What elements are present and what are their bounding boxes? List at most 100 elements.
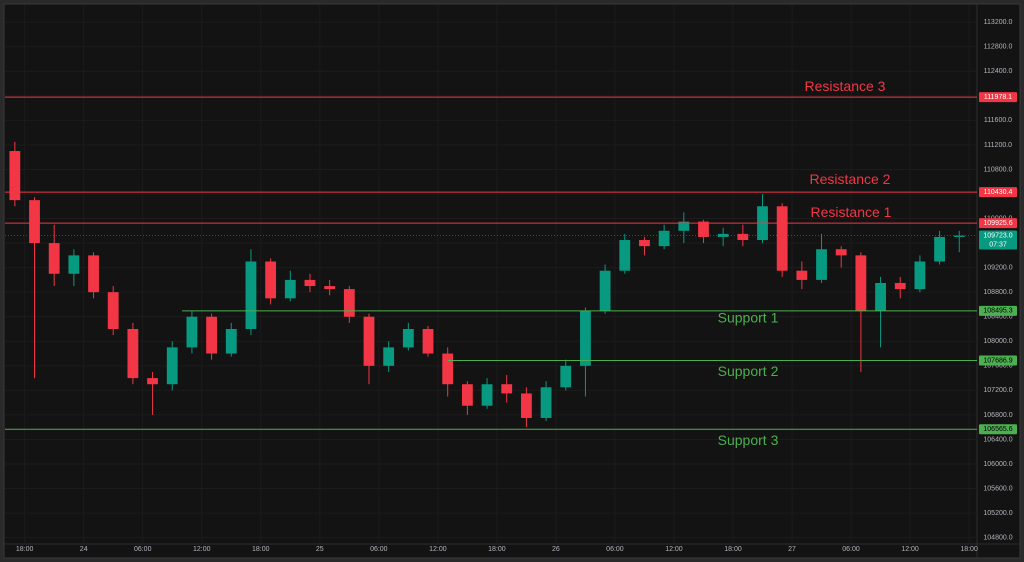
candle-body bbox=[953, 235, 965, 237]
candle-body bbox=[835, 249, 847, 256]
candle-body bbox=[894, 282, 906, 290]
candle-body bbox=[68, 255, 80, 274]
y-tick-label: 107600.0 bbox=[983, 363, 1012, 370]
candle-body bbox=[29, 200, 40, 244]
x-tick-label: 06:00 bbox=[842, 546, 860, 553]
x-tick-label: 12:00 bbox=[901, 546, 919, 553]
candle-body bbox=[383, 347, 395, 366]
last-price-tag bbox=[979, 230, 1017, 250]
x-tick-label: 18:00 bbox=[488, 546, 506, 553]
y-tick-label: 110800.0 bbox=[984, 166, 1013, 173]
candle-body bbox=[737, 233, 749, 241]
candle-body bbox=[166, 347, 178, 385]
candle-body bbox=[107, 292, 119, 329]
y-tick-label: 112400.0 bbox=[984, 68, 1013, 75]
candle-body bbox=[343, 289, 355, 317]
candle-body bbox=[678, 221, 690, 231]
level-price-tag bbox=[979, 305, 1017, 316]
x-tick-label: 12:00 bbox=[429, 546, 447, 553]
x-tick-label: 24 bbox=[80, 546, 88, 553]
y-tick-label: 111200.0 bbox=[984, 142, 1012, 149]
candle-body bbox=[9, 151, 21, 201]
candle-body bbox=[520, 393, 532, 418]
candle-body bbox=[619, 240, 631, 271]
y-tick-label: 107200.0 bbox=[983, 387, 1012, 394]
candle-body bbox=[304, 279, 316, 287]
candle-body bbox=[206, 316, 218, 354]
level-price-tag bbox=[979, 355, 1017, 366]
y-tick-label: 105600.0 bbox=[983, 485, 1012, 492]
candle-body bbox=[698, 221, 709, 237]
x-tick-label: 12:00 bbox=[193, 546, 211, 553]
candle-body bbox=[717, 233, 729, 237]
candle-body bbox=[481, 384, 493, 406]
candle-body bbox=[363, 316, 375, 366]
y-tick-label: 106400.0 bbox=[983, 436, 1012, 443]
y-tick-label: 104800.0 bbox=[983, 534, 1012, 541]
y-tick-label: 112800.0 bbox=[984, 44, 1013, 51]
candle-body bbox=[48, 243, 60, 274]
x-tick-label: 18:00 bbox=[252, 546, 270, 553]
x-tick-label: 18:00 bbox=[960, 546, 978, 553]
candle-body bbox=[540, 387, 552, 418]
x-tick-label: 27 bbox=[788, 546, 796, 553]
level-price-label: 110430.4 bbox=[984, 189, 1013, 196]
candle-body bbox=[245, 261, 257, 329]
level-price-label: 108495.3 bbox=[983, 308, 1012, 315]
y-tick-label: 111600.0 bbox=[984, 117, 1012, 124]
candle-body bbox=[776, 206, 788, 271]
candle-body bbox=[934, 236, 945, 262]
x-tick-label: 12:00 bbox=[665, 546, 683, 553]
level-price-label: 106565.6 bbox=[983, 426, 1012, 433]
candle-body bbox=[796, 270, 808, 280]
candle-body bbox=[88, 255, 99, 293]
y-tick-label: 106000.0 bbox=[983, 461, 1012, 468]
x-tick-label: 26 bbox=[552, 546, 560, 553]
level-name: Resistance 2 bbox=[810, 171, 891, 187]
candle-body bbox=[875, 282, 886, 311]
candle-body bbox=[127, 329, 139, 379]
y-tick-label: 105200.0 bbox=[983, 510, 1012, 517]
level-price-label: 107686.9 bbox=[983, 357, 1012, 364]
y-tick-label: 108800.0 bbox=[983, 289, 1012, 296]
candle-body bbox=[422, 329, 434, 354]
candle-body bbox=[914, 261, 926, 290]
candle-body bbox=[658, 230, 670, 247]
candle-body bbox=[599, 270, 611, 311]
candle-body bbox=[324, 286, 336, 290]
level-price-tag bbox=[979, 92, 1017, 103]
x-tick-label: 06:00 bbox=[370, 546, 388, 553]
level-price-tag bbox=[979, 187, 1017, 198]
candle-body bbox=[265, 261, 277, 299]
level-name: Resistance 1 bbox=[811, 204, 892, 220]
candle-body bbox=[580, 310, 591, 366]
x-tick-label: 25 bbox=[316, 546, 324, 553]
y-tick-label: 106800.0 bbox=[983, 412, 1012, 419]
level-price-tag bbox=[979, 218, 1017, 229]
candle-body bbox=[225, 329, 237, 354]
x-tick-label: 06:00 bbox=[134, 546, 152, 553]
x-tick-label: 18:00 bbox=[724, 546, 742, 553]
candle-body bbox=[147, 378, 158, 385]
y-tick-label: 113200.0 bbox=[984, 19, 1013, 26]
level-price-tag bbox=[979, 424, 1017, 435]
countdown: 07:37 bbox=[989, 241, 1007, 248]
candle-body bbox=[816, 249, 827, 280]
candle-body bbox=[560, 365, 572, 388]
y-tick-label: 108400.0 bbox=[983, 314, 1012, 321]
candle-body bbox=[402, 329, 414, 348]
x-tick-label: 18:00 bbox=[16, 546, 34, 553]
level-price-label: 109925.6 bbox=[983, 220, 1012, 227]
candle-body bbox=[284, 279, 296, 299]
candle-body bbox=[855, 255, 867, 311]
y-tick-label: 109200.0 bbox=[983, 264, 1012, 271]
y-tick-label: 108000.0 bbox=[983, 338, 1012, 345]
level-price-label: 111978.1 bbox=[984, 94, 1012, 101]
candle-body bbox=[501, 384, 513, 394]
candle-body bbox=[442, 353, 454, 385]
last-price-label: 109723.0 bbox=[983, 232, 1012, 239]
level-name: Support 2 bbox=[718, 363, 779, 379]
candle-body bbox=[461, 384, 473, 406]
candle-body bbox=[639, 240, 650, 247]
